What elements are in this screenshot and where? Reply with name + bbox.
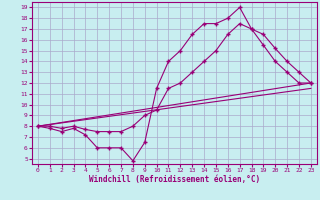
X-axis label: Windchill (Refroidissement éolien,°C): Windchill (Refroidissement éolien,°C)	[89, 175, 260, 184]
